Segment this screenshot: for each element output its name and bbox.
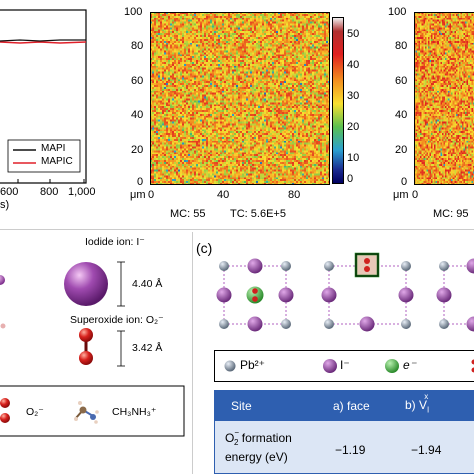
panel-c: (c) — [194, 232, 474, 474]
heatmap-1-frame — [150, 12, 330, 185]
trace-plot — [0, 9, 87, 184]
colorbar-tick: 40 — [347, 59, 360, 71]
map-stat-tc: TC: 5.6E+5 — [230, 208, 286, 220]
x-tick-800: 800 — [40, 186, 59, 198]
superoxide-label: Superoxide ion: O₂⁻ — [70, 314, 164, 326]
table-header-face: a) face — [333, 399, 370, 413]
species-legend — [214, 350, 474, 382]
x-axis-label-partial: s) — [0, 199, 10, 211]
x-tick-600: 600 — [0, 186, 19, 198]
y-tick: 20 — [131, 144, 144, 156]
iodide-label: Iodide ion: I⁻ — [85, 236, 145, 248]
value-vacancy: −1.94 — [411, 443, 442, 457]
iodide-size: 4.40 Å — [132, 278, 163, 290]
y-tick: 60 — [395, 75, 408, 87]
oxygen-atom-bottom — [79, 351, 93, 365]
table-header-row: Site a) face b) VIx — [215, 391, 474, 421]
panel-map-2: 100 80 60 40 20 0 μm 0 MC: 95 — [380, 0, 474, 225]
legend-electron: e⁻ — [403, 358, 417, 372]
electron-site — [246, 286, 264, 304]
mapi-trace — [0, 39, 86, 42]
x-unit: μm — [393, 189, 409, 201]
oxygen-atom-top — [79, 328, 93, 342]
y-tick: 100 — [388, 6, 407, 18]
y-tick: 20 — [395, 144, 408, 156]
y-tick: 40 — [131, 109, 144, 121]
section-divider — [0, 229, 474, 230]
table-header-site: Site — [231, 399, 252, 413]
legend-ma-label: CH₃NH₃⁺ — [112, 406, 157, 418]
iodide-sphere — [64, 262, 108, 306]
colorbar — [332, 17, 344, 184]
colorbar-tick: 20 — [347, 121, 360, 133]
y-tick: 0 — [137, 176, 144, 188]
y-tick: 80 — [395, 40, 408, 52]
panel-c-label: (c) — [196, 240, 213, 256]
legend-mapi: MAPI — [41, 143, 66, 154]
heatmap-1 — [150, 12, 330, 185]
superoxide-size: 3.42 Å — [132, 342, 163, 354]
value-face: −1.19 — [335, 443, 366, 457]
row-label: O−2 formation energy (eV) — [225, 428, 292, 465]
colorbar-tick: 50 — [347, 28, 360, 40]
panel-map-1: 100 80 60 40 20 0 μm 0 40 80 MC: 55 TC: … — [118, 0, 380, 225]
y-tick: 80 — [131, 40, 144, 52]
lattice-diagram — [216, 252, 474, 332]
panel-a-trace: MAPI MAPIC 600 800 1,000 s) — [0, 0, 100, 215]
legend-mapic: MAPIC — [41, 156, 73, 167]
section-divider-v — [192, 232, 193, 474]
legend-iodide: I⁻ — [340, 358, 350, 372]
colorbar-tick: 0 — [347, 173, 354, 185]
vacancy-highlight — [354, 252, 380, 278]
map-stat-mc: MC: 95 — [433, 208, 469, 220]
map-stat-mc: MC: 55 — [170, 208, 206, 220]
table-row: O−2 formation energy (eV) −1.19 −1.94 — [215, 421, 474, 473]
y-tick: 60 — [131, 75, 144, 87]
x-unit: μm — [130, 189, 146, 201]
heatmap-2-frame — [414, 12, 474, 185]
x-tick: 80 — [288, 189, 301, 201]
x-tick: 40 — [217, 189, 230, 201]
energy-table: Site a) face b) VIx O−2 formation energy… — [214, 390, 474, 474]
legend-pb: Pb²⁺ — [240, 358, 266, 372]
panel-ion-sizes: Iodide ion: I⁻ 4.40 Å Superoxide ion: O₂… — [0, 232, 190, 474]
legend-o2-label: O₂⁻ — [26, 406, 44, 418]
ion-diagram — [0, 261, 185, 437]
y-tick: 100 — [124, 6, 143, 18]
mapic-trace — [0, 41, 87, 44]
table-header-vacancy: b) VIx — [405, 392, 430, 415]
x-tick-1000: 1,000 — [68, 186, 96, 198]
heatmap-2 — [414, 12, 474, 185]
colorbar-tick: 30 — [347, 90, 360, 102]
species-legend-icons — [224, 359, 474, 373]
y-tick: 40 — [395, 109, 408, 121]
y-tick: 0 — [401, 176, 408, 188]
colorbar-tick: 10 — [347, 152, 360, 164]
x-tick: 0 — [148, 189, 155, 201]
x-tick: 0 — [412, 189, 419, 201]
